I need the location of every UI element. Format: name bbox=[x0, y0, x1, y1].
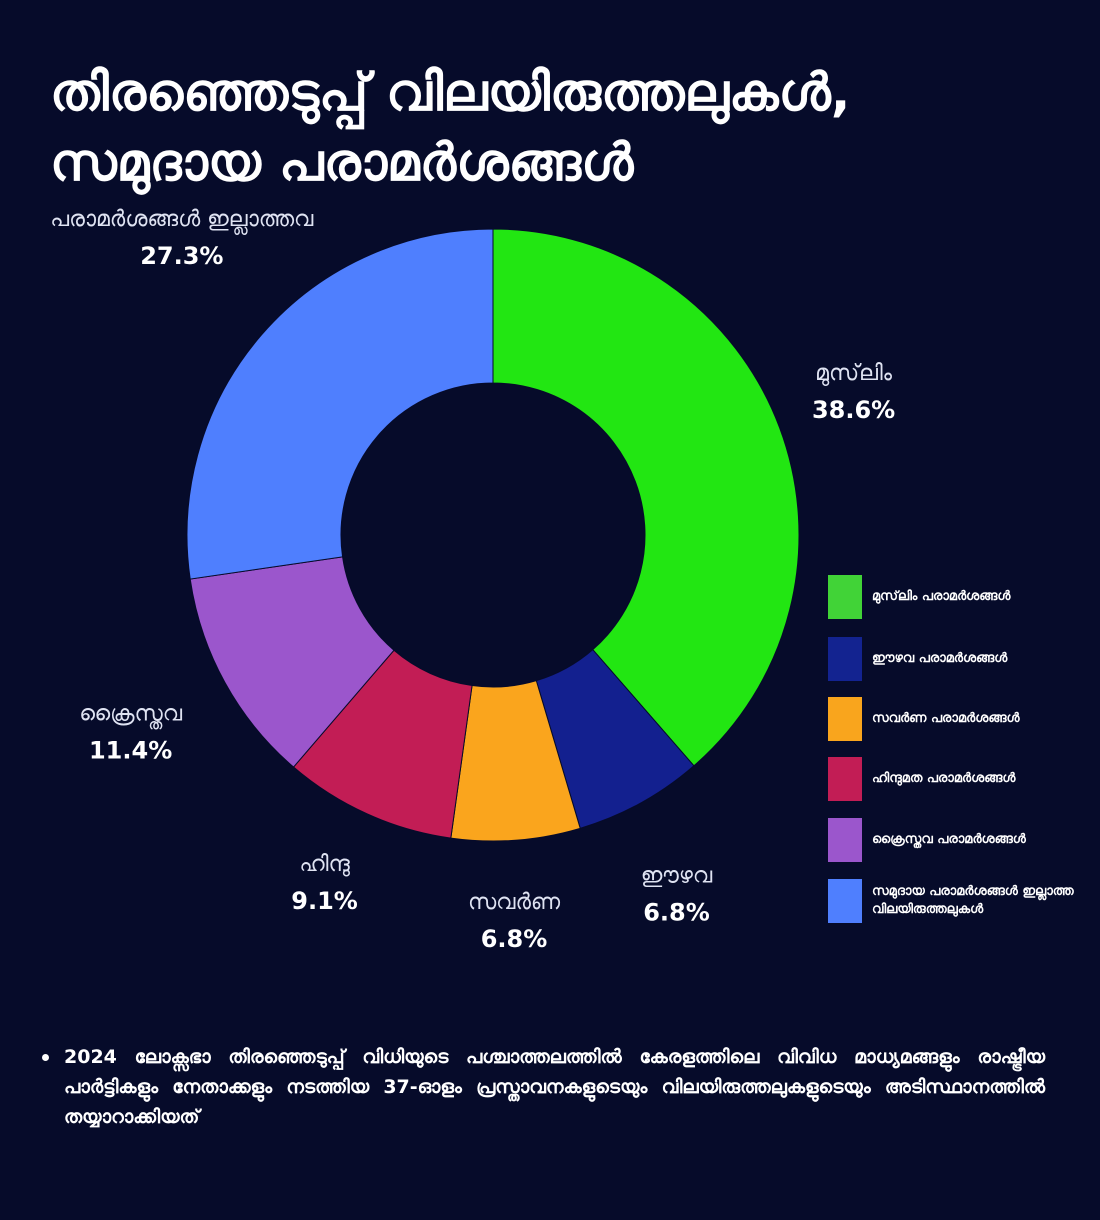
footnote-text: 2024 ലോക്സഭാ തിരഞ്ഞെടുപ്പ് വിധിയുടെ പശ്ച… bbox=[64, 1046, 1045, 1128]
legend-swatch-1 bbox=[828, 637, 862, 681]
donut-slice-5 bbox=[186, 228, 494, 580]
slice-percent-3: 9.1% bbox=[291, 887, 358, 915]
legend-label-0: മുസ്‌ലിം പരാമർശങ്ങൾ bbox=[872, 589, 1011, 604]
chart-title: തിരഞ്ഞെടുപ്പ് വിലയിരുത്തലുകൾ, സമുദായ പരാ… bbox=[50, 58, 1050, 198]
slice-percent-0: 38.6% bbox=[812, 396, 895, 424]
donut-slice-4 bbox=[189, 556, 395, 768]
legend-swatch-5 bbox=[828, 879, 862, 923]
slice-percent-1: 6.8% bbox=[643, 898, 710, 926]
legend-item-4: ക്രൈസ്തവ പരാമർശങ്ങൾ bbox=[828, 818, 1088, 862]
slice-label-3: ഹിന്ദു bbox=[299, 852, 350, 877]
legend-swatch-0 bbox=[828, 575, 862, 619]
legend-swatch-2 bbox=[828, 697, 862, 741]
slice-percent-2: 6.8% bbox=[481, 925, 548, 953]
legend-item-5: സമുദായ പരാമർശങ്ങൾ ഇല്ലാത്ത വിലയിരുത്തലുക… bbox=[828, 879, 1088, 923]
legend-label-2: സവർണ പരാമർശങ്ങൾ bbox=[872, 711, 1020, 726]
legend-swatch-4 bbox=[828, 818, 862, 862]
legend-label-1: ഈഴവ പരാമർശങ്ങൾ bbox=[872, 651, 1008, 666]
legend-label-3: ഹിന്ദുമത പരാമർശങ്ങൾ bbox=[872, 771, 1016, 786]
chart-title-line-1: തിരഞ്ഞെടുപ്പ് വിലയിരുത്തലുകൾ, bbox=[50, 63, 851, 123]
slice-label-1: ഈഴവ bbox=[641, 863, 713, 888]
footnote-list: 2024 ലോക്സഭാ തിരഞ്ഞെടുപ്പ് വിധിയുടെ പശ്ച… bbox=[40, 1042, 1045, 1132]
legend-label-5: സമുദായ പരാമർശങ്ങൾ ഇല്ലാത്ത വിലയിരുത്തലുക… bbox=[872, 884, 1074, 917]
slice-label-4: ക്രൈസ്തവ bbox=[79, 701, 183, 729]
legend-item-1: ഈഴവ പരാമർശങ്ങൾ bbox=[828, 637, 1088, 681]
legend-swatch-3 bbox=[828, 757, 862, 801]
chart-title-line-2: സമുദായ പരാമർശങ്ങൾ bbox=[50, 133, 634, 193]
legend-label-4: ക്രൈസ്തവ പരാമർശങ്ങൾ bbox=[872, 832, 1026, 847]
slice-label-2: സവർണ bbox=[468, 890, 561, 915]
bullet-icon bbox=[42, 1054, 49, 1061]
slice-label-5: പരാമർശങ്ങൾ ഇല്ലാത്തവ bbox=[50, 207, 314, 235]
slice-percent-5: 27.3% bbox=[140, 242, 223, 270]
footnote-item: 2024 ലോക്സഭാ തിരഞ്ഞെടുപ്പ് വിധിയുടെ പശ്ച… bbox=[40, 1042, 1045, 1132]
slice-percent-4: 11.4% bbox=[89, 736, 172, 764]
legend-item-2: സവർണ പരാമർശങ്ങൾ bbox=[828, 697, 1088, 741]
slice-label-0: മുസ്‌ലിം bbox=[815, 361, 893, 386]
legend-item-0: മുസ്‌ലിം പരാമർശങ്ങൾ bbox=[828, 575, 1088, 619]
legend-item-3: ഹിന്ദുമത പരാമർശങ്ങൾ bbox=[828, 757, 1088, 801]
donut-slice-0 bbox=[492, 228, 800, 767]
